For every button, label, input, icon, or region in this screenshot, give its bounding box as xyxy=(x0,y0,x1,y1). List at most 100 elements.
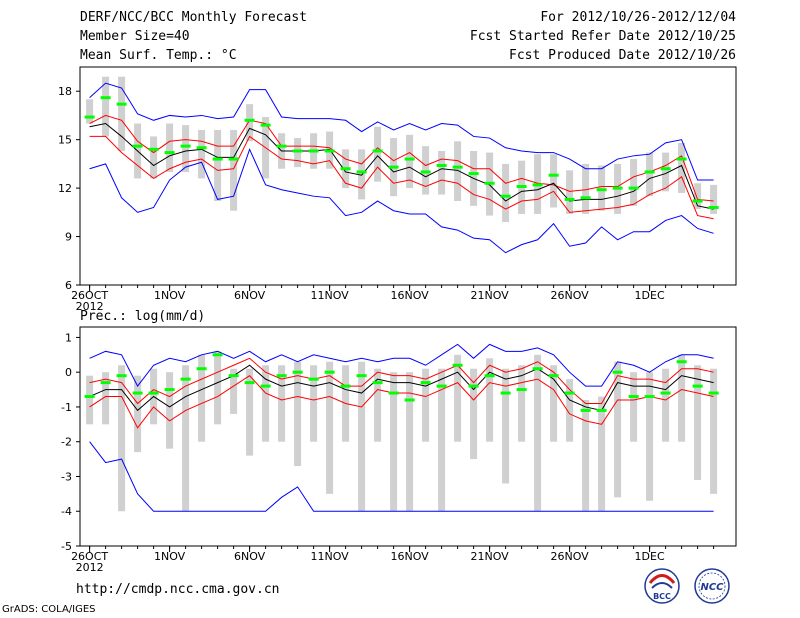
median-marker xyxy=(132,144,143,148)
spread-box xyxy=(310,365,318,442)
median-marker xyxy=(628,186,639,190)
spread-box xyxy=(358,149,366,200)
median-marker xyxy=(500,194,511,198)
median-marker xyxy=(644,395,655,399)
y-tick-label: 15 xyxy=(58,134,72,147)
median-marker xyxy=(84,115,95,119)
mean-series-line xyxy=(89,122,714,210)
median-marker xyxy=(532,183,543,187)
median-marker xyxy=(596,188,607,192)
x-tick-label: 21NOV xyxy=(470,289,509,302)
median-marker xyxy=(548,374,559,378)
x-tick-label: 16NOV xyxy=(390,550,429,563)
x-tick-label: 21NOV xyxy=(470,550,509,563)
plot-frame-1 xyxy=(79,326,737,547)
median-marker xyxy=(148,391,159,395)
spread-box xyxy=(470,368,478,460)
median-marker xyxy=(356,374,367,378)
x-tick-label: 1NOV xyxy=(154,550,186,563)
spread-box xyxy=(678,354,686,442)
median-marker xyxy=(228,157,239,161)
spread-box xyxy=(694,183,702,210)
spread-box xyxy=(566,379,574,442)
x-tick-label: 1DEC xyxy=(635,289,665,302)
spread-box xyxy=(630,372,638,442)
spread-box xyxy=(662,368,670,442)
x-tick-label: 11NOV xyxy=(310,289,349,302)
min-series-line xyxy=(89,441,714,512)
grads-credit: GrADS: COLA/IGES xyxy=(2,604,96,615)
x-tick-label: 26NOV xyxy=(550,289,589,302)
spread-box xyxy=(118,76,126,151)
spread-box xyxy=(134,375,142,453)
x-tick-label: 11NOV xyxy=(310,550,349,563)
spread-box xyxy=(166,123,174,172)
median-marker xyxy=(244,381,255,385)
prec-label: Prec.: log(mm/d) xyxy=(80,309,206,324)
y-tick-label: -2 xyxy=(61,436,72,449)
spread-box xyxy=(214,129,222,202)
y-tick-label: -1 xyxy=(61,401,72,414)
spread-box xyxy=(390,372,398,512)
median-marker xyxy=(468,172,479,176)
median-marker xyxy=(324,370,335,374)
median-marker xyxy=(612,370,623,374)
temp-label: Mean Surf. Temp.: °C xyxy=(80,48,237,63)
median-marker xyxy=(628,395,639,399)
spread-box xyxy=(582,163,590,214)
upper-series-line xyxy=(89,114,714,202)
spread-box xyxy=(246,104,254,142)
spread-box xyxy=(422,146,430,195)
median-marker xyxy=(692,384,703,388)
spread-box xyxy=(710,368,718,494)
x-tick-label: 6NOV xyxy=(234,550,266,563)
spread-box xyxy=(566,170,574,214)
member-size: Member Size=40 xyxy=(80,29,190,44)
y-tick-label: -3 xyxy=(61,470,72,483)
median-marker xyxy=(660,391,671,395)
mean-series-line xyxy=(89,364,714,412)
spread-box xyxy=(294,138,302,168)
spread-box xyxy=(518,365,526,442)
median-marker xyxy=(116,374,127,378)
start-date: Fcst Started Refer Date 2012/10/25 xyxy=(469,29,736,44)
median-marker xyxy=(516,184,527,188)
median-marker xyxy=(180,377,191,381)
median-marker xyxy=(276,144,287,148)
median-marker xyxy=(564,197,575,201)
spread-box xyxy=(102,76,110,137)
x-tick-label: 26NOV xyxy=(550,550,589,563)
spread-box xyxy=(374,126,382,182)
spread-box xyxy=(422,368,430,442)
upper-series-line xyxy=(89,357,714,405)
median-marker xyxy=(180,144,191,148)
spread-box xyxy=(646,152,654,197)
median-marker xyxy=(356,170,367,174)
spread-box xyxy=(678,142,686,193)
spread-box xyxy=(550,365,558,442)
spread-box xyxy=(438,150,446,195)
spread-box xyxy=(118,365,126,512)
median-marker xyxy=(100,381,111,385)
median-marker xyxy=(340,167,351,171)
median-marker xyxy=(708,205,719,209)
y-tick-label: 6 xyxy=(65,279,72,292)
median-marker xyxy=(196,146,207,150)
x-tick-label: 1DEC xyxy=(635,550,665,563)
spread-box xyxy=(86,99,94,124)
spread-box xyxy=(374,368,382,442)
y-tick-label: 9 xyxy=(65,231,72,244)
spread-box xyxy=(550,154,558,208)
median-marker xyxy=(484,374,495,378)
y-tick-label: 18 xyxy=(58,85,72,98)
x-tick-label: 1NOV xyxy=(154,289,186,302)
max-series-line xyxy=(89,82,714,181)
y-tick-label: 1 xyxy=(65,331,72,344)
spread-box xyxy=(598,396,606,512)
spread-box xyxy=(198,354,206,442)
median-marker xyxy=(276,374,287,378)
source-url[interactable]: http://cmdp.ncc.cma.gov.cn xyxy=(76,582,280,597)
spread-box xyxy=(102,372,110,425)
spread-box xyxy=(646,372,654,501)
spread-box xyxy=(662,152,670,192)
